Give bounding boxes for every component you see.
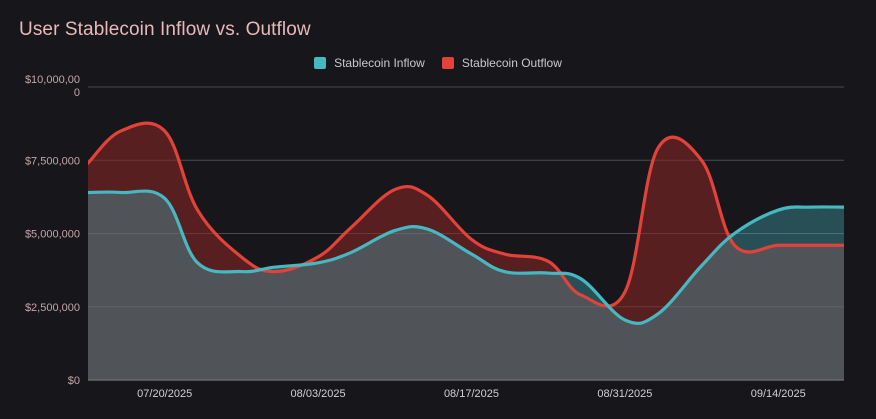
y-tick-label-3: $7,500,000: [25, 155, 80, 167]
legend-swatch-outflow: [441, 57, 454, 69]
series-line-1: [88, 121, 844, 308]
legend: Stablecoin Inflow Stablecoin Outflow: [0, 56, 876, 70]
x-tick-label-4: 09/14/2025: [751, 388, 806, 400]
x-tick-label-1: 08/03/2025: [291, 388, 346, 400]
y-tick-label-4-line1: $10,000,00: [25, 74, 80, 86]
legend-item-outflow[interactable]: Stablecoin Outflow: [441, 56, 562, 70]
x-tick-label-0: 07/20/2025: [137, 388, 192, 400]
x-tick-label-3: 08/31/2025: [597, 388, 652, 400]
legend-item-inflow[interactable]: Stablecoin Inflow: [314, 56, 425, 70]
y-tick-label-2: $5,000,000: [25, 229, 80, 241]
legend-label-inflow: Stablecoin Inflow: [334, 56, 425, 70]
x-tick-label-2: 08/17/2025: [444, 388, 499, 400]
legend-swatch-inflow: [314, 57, 327, 69]
series-group: [88, 121, 844, 380]
series-line-0: [88, 189, 844, 326]
y-tick-label-0: $0: [68, 375, 80, 387]
legend-label-outflow: Stablecoin Outflow: [461, 56, 562, 70]
series-area-0: [88, 191, 844, 380]
y-tick-label-1: $2,500,000: [25, 302, 80, 314]
chart-title: User Stablecoin Inflow vs. Outflow: [19, 19, 311, 40]
y-tick-label-4-line2: 0: [74, 87, 80, 99]
